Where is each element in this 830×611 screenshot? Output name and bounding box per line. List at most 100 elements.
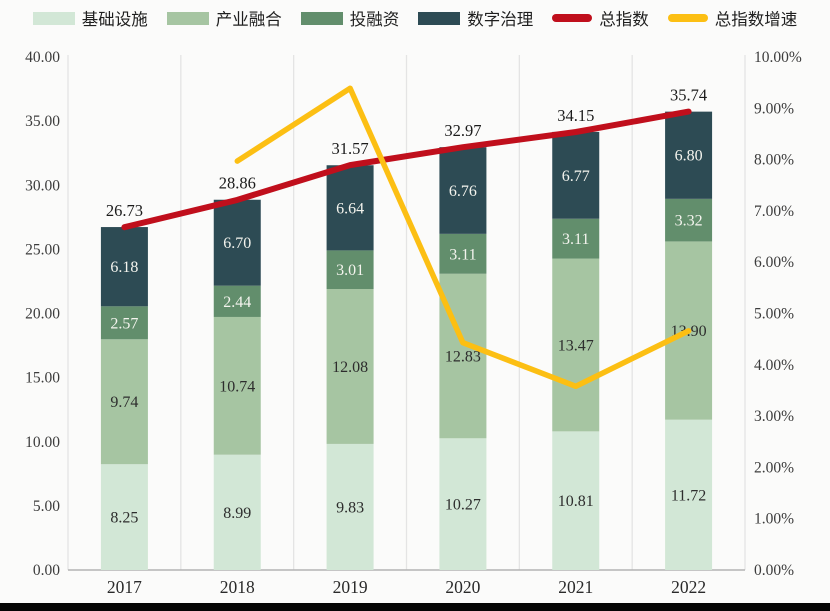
legend-swatch-icon-2	[300, 11, 343, 25]
total-label: 31.57	[332, 139, 369, 158]
bar-segment	[100, 227, 148, 307]
legend-label-2: 投融资	[349, 10, 400, 29]
bar-segment	[326, 250, 374, 290]
bar-segment-label: 6.76	[449, 183, 477, 200]
left-axis-tick: 15.00	[25, 370, 60, 387]
right-axis-tick: 0.00%	[754, 562, 794, 579]
total-label: 34.15	[557, 106, 594, 125]
total-label: 35.74	[670, 86, 707, 105]
bar-segment-label: 2.44	[223, 294, 251, 311]
bar-segment	[439, 147, 487, 234]
bar-segment	[100, 306, 148, 340]
bar-segment	[439, 438, 487, 570]
right-axis-tick: 1.00%	[754, 511, 794, 528]
bar-segment-label: 10.27	[445, 497, 481, 514]
legend-item-2: 投融资	[300, 6, 400, 30]
x-axis-category-label: 2021	[558, 577, 593, 597]
bar-segment-label: 11.72	[671, 487, 706, 504]
right-axis-tick: 6.00%	[754, 254, 794, 271]
chart-legend: 基础设施 产业融合 投融资 数字治理 总指数 总指数增速	[0, 5, 830, 31]
bar-segment	[100, 464, 148, 570]
bar-segment	[552, 431, 600, 570]
total-label: 26.73	[106, 201, 143, 220]
x-axis-category-label: 2017	[107, 577, 142, 597]
right-axis-tick: 5.00%	[754, 306, 794, 323]
left-axis-tick: 30.00	[25, 177, 60, 194]
left-axis-tick: 10.00	[25, 434, 60, 451]
gridlines	[67, 55, 746, 571]
growth-rate-line	[234, 85, 692, 390]
left-axis-tick: 25.00	[25, 241, 60, 258]
total-label: 32.97	[444, 121, 481, 140]
right-axis-tick: 2.00%	[754, 459, 794, 476]
right-axis-tick: 3.00%	[754, 408, 794, 425]
bar-segment	[213, 199, 261, 286]
bar-segment-label: 6.70	[223, 235, 251, 252]
right-axis-tick: 9.00%	[754, 100, 794, 117]
legend-label-0: 基础设施	[81, 10, 148, 29]
left-axis-tick: 20.00	[25, 306, 60, 323]
bar-segment-label: 10.81	[558, 493, 594, 510]
bar-segment	[213, 285, 261, 317]
bar-segment-label: 3.11	[562, 231, 589, 248]
right-axis-tick: 10.00%	[754, 49, 802, 66]
bar-segment	[326, 165, 374, 251]
legend-swatch-icon-3	[418, 11, 461, 25]
legend-label-1: 产业融合	[215, 10, 282, 29]
bar-segment-label: 2.57	[110, 315, 138, 332]
legend-item-4: 总指数	[552, 6, 649, 30]
bar-segment-label: 10.74	[219, 378, 255, 395]
bar-segment	[552, 258, 600, 432]
bar-segment	[552, 218, 600, 259]
bar-segment-label: 12.83	[445, 349, 481, 366]
bar-segment	[552, 131, 600, 219]
legend-swatch-icon-4	[552, 14, 593, 22]
bar-segment	[665, 198, 713, 242]
bar-segment	[665, 419, 713, 570]
bar-segment-label: 6.18	[110, 259, 138, 276]
legend-item-1: 产业融合	[166, 6, 282, 30]
legend-label-3: 数字治理	[467, 10, 534, 29]
x-axis-category-label: 2018	[220, 577, 255, 597]
bar-segment	[439, 233, 487, 274]
left-axis-tick: 35.00	[25, 113, 60, 130]
right-axis-tick: 7.00%	[754, 203, 794, 220]
legend-swatch-icon-5	[667, 14, 708, 22]
legend-label-5: 总指数增速	[714, 10, 798, 29]
left-axis-tick: 5.00	[33, 498, 60, 515]
bar-segment-label: 9.74	[110, 394, 138, 411]
bar-segment	[213, 316, 261, 455]
bottom-black-strip	[0, 603, 830, 611]
bar-segment-label: 6.64	[336, 200, 364, 217]
left-axis-tick: 0.00	[33, 562, 60, 579]
right-axis-tick: 4.00%	[754, 357, 794, 374]
bar-segment-label: 3.32	[675, 213, 703, 230]
right-axis-tick: 8.00%	[754, 152, 794, 169]
bars-group	[100, 111, 713, 570]
bar-segment-label: 3.01	[336, 262, 364, 279]
bar-segment-label: 6.77	[562, 168, 590, 185]
x-axis-category-label: 2022	[671, 577, 706, 597]
legend-swatch-icon-0	[32, 11, 75, 25]
legend-item-0: 基础设施	[32, 6, 148, 30]
legend-swatch-icon-1	[166, 11, 209, 25]
bar-segment-label: 9.83	[336, 499, 364, 516]
legend-item-3: 数字治理	[418, 6, 533, 30]
bar-segment-label: 8.99	[223, 505, 251, 522]
bar-segment	[100, 339, 148, 465]
legend-label-4: 总指数	[599, 10, 649, 29]
bar-segment	[665, 111, 713, 199]
bar-segment-label: 13.47	[558, 337, 594, 354]
bar-segment	[326, 443, 374, 570]
bar-segment	[213, 454, 261, 570]
bar-segment-label: 3.11	[449, 246, 476, 263]
bar-segment-label: 6.80	[675, 148, 703, 165]
x-axis-category-label: 2020	[445, 577, 480, 597]
bar-segment-label: 12.08	[332, 359, 368, 376]
x-axis-category-label: 2019	[333, 577, 368, 597]
left-axis-tick: 40.00	[25, 49, 60, 66]
axis-tick-labels: 0.00 5.00 10.00 15.00 20.00 25.00 30.00 35.00 40…	[25, 49, 802, 597]
total-index-line	[121, 108, 692, 231]
